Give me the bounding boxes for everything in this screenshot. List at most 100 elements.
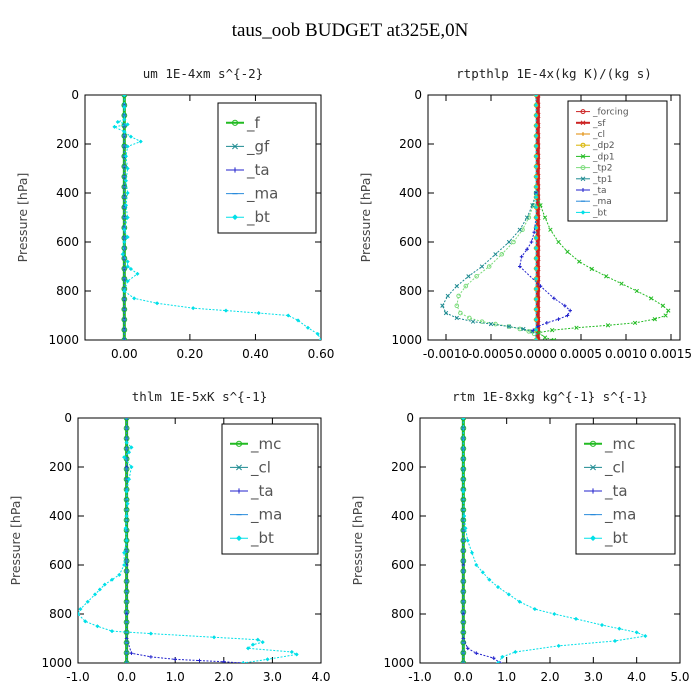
data-point bbox=[125, 234, 130, 240]
data-point bbox=[124, 489, 129, 494]
legend-entry: _ma bbox=[226, 185, 278, 204]
legend-label: _gf bbox=[246, 137, 270, 156]
data-point bbox=[529, 240, 534, 244]
series-tp2 bbox=[454, 190, 539, 337]
data-point bbox=[487, 577, 492, 582]
data-point bbox=[666, 308, 671, 313]
legend-label: _ma bbox=[250, 506, 282, 525]
x-tick-label: -1.0 bbox=[408, 670, 431, 684]
legend-marker bbox=[581, 188, 585, 192]
data-point bbox=[533, 174, 539, 179]
x-tick-label: 0.0 bbox=[117, 670, 136, 684]
legend-label: _mc bbox=[250, 435, 281, 454]
y-tick-label: 1000 bbox=[383, 656, 414, 670]
legend-entry: _bt bbox=[576, 208, 607, 218]
data-point bbox=[525, 247, 529, 252]
data-point bbox=[533, 154, 539, 159]
legend-entry: _cl bbox=[576, 130, 605, 140]
data-point bbox=[479, 319, 485, 324]
legend-marker bbox=[581, 132, 585, 136]
data-point bbox=[129, 445, 134, 450]
data-point bbox=[128, 134, 134, 139]
series-bt bbox=[78, 440, 299, 663]
legend-box bbox=[567, 100, 668, 222]
data-point bbox=[122, 337, 127, 340]
data-point bbox=[121, 95, 128, 98]
series-line bbox=[78, 442, 299, 663]
data-point bbox=[474, 562, 479, 568]
y-tick-label: 400 bbox=[49, 509, 72, 523]
legend-marker bbox=[232, 167, 238, 173]
data-point bbox=[568, 308, 572, 313]
x-tick-label: 0.00 bbox=[111, 347, 138, 361]
legend-label: _bt bbox=[250, 529, 274, 548]
data-point bbox=[125, 279, 130, 284]
data-point bbox=[517, 227, 522, 232]
data-point bbox=[78, 611, 81, 617]
legend-entry: _sf bbox=[576, 119, 606, 129]
data-point bbox=[533, 286, 539, 292]
data-point bbox=[536, 324, 540, 329]
x-tick-label: 4.0 bbox=[311, 670, 330, 684]
y-tick-label: 600 bbox=[56, 235, 79, 249]
data-point bbox=[643, 633, 648, 639]
data-point bbox=[265, 657, 270, 662]
data-point bbox=[112, 124, 117, 130]
data-point bbox=[250, 642, 256, 647]
y-tick-label: 1000 bbox=[41, 656, 72, 670]
legend-entry: _dp1 bbox=[576, 152, 615, 162]
y-tick-label: 400 bbox=[56, 186, 79, 200]
data-point bbox=[511, 239, 516, 245]
legend-label: _forcing bbox=[592, 108, 629, 118]
data-point bbox=[129, 651, 134, 655]
data-point bbox=[538, 203, 543, 208]
data-point bbox=[92, 592, 98, 597]
data-point bbox=[617, 626, 622, 631]
legend-marker bbox=[590, 488, 596, 494]
legend-marker bbox=[231, 119, 239, 126]
data-point bbox=[173, 657, 177, 662]
data-point bbox=[542, 215, 548, 220]
data-point bbox=[488, 321, 494, 327]
data-point bbox=[551, 337, 557, 340]
data-point bbox=[491, 656, 496, 660]
x-tick-label: 3.0 bbox=[263, 670, 282, 684]
y-tick-label: 400 bbox=[391, 509, 414, 523]
data-point bbox=[465, 538, 470, 543]
data-point bbox=[536, 330, 541, 335]
series-tp1 bbox=[440, 190, 539, 334]
data-point bbox=[122, 550, 127, 555]
series-ma bbox=[461, 418, 466, 663]
data-point bbox=[533, 337, 539, 340]
y-tick-label: 800 bbox=[391, 607, 414, 621]
data-point bbox=[542, 335, 548, 340]
data-point bbox=[463, 283, 469, 289]
chart-title: rtm 1E-8xkg kg^{-1} s^{-1} bbox=[452, 389, 648, 404]
data-point bbox=[533, 184, 539, 190]
data-point bbox=[123, 178, 129, 183]
data-point bbox=[480, 570, 485, 575]
data-point bbox=[124, 660, 129, 663]
data-point bbox=[533, 256, 539, 261]
x-tick-label: 0.0005 bbox=[560, 347, 602, 361]
data-point bbox=[125, 215, 130, 220]
series-line bbox=[441, 192, 537, 332]
data-point bbox=[132, 296, 137, 301]
legend-label: _mc bbox=[604, 435, 635, 454]
data-point bbox=[466, 274, 471, 279]
x-tick-label: 2.0 bbox=[214, 670, 233, 684]
legend-label: _ma bbox=[592, 197, 612, 207]
data-point bbox=[85, 599, 90, 604]
data-point bbox=[533, 164, 539, 169]
data-point bbox=[120, 252, 125, 257]
panel-1: 0.00 0.20 0.40 0.60 0 200 400 600 800 1000 um 1E-4… bbox=[15, 66, 334, 361]
legend-label: _ta bbox=[592, 186, 607, 196]
data-point bbox=[589, 266, 594, 272]
y-tick-label: 600 bbox=[399, 235, 422, 249]
legend-marker bbox=[235, 440, 243, 447]
legend-label: _dp2 bbox=[592, 141, 615, 151]
y-tick-label: 200 bbox=[49, 460, 72, 474]
chart-title: thlm 1E-5xK s^{-1} bbox=[132, 389, 267, 404]
data-point bbox=[211, 635, 217, 640]
data-point bbox=[135, 271, 140, 277]
